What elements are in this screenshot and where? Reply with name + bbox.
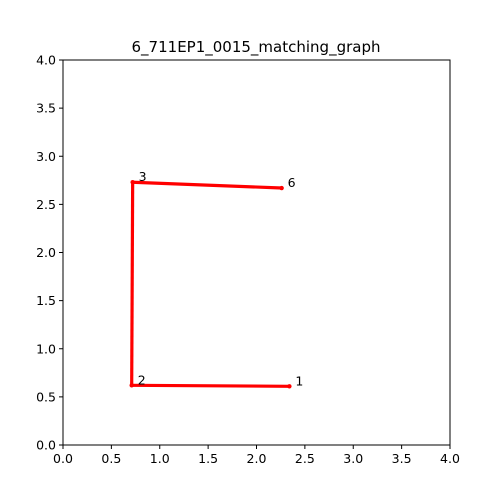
chart-title: 6_711EP1_0015_matching_graph: [132, 38, 381, 57]
graph-edge: [130, 182, 135, 386]
edge-layer: [130, 180, 290, 388]
graph-node-label: 1: [295, 373, 303, 388]
graph-node-point: [287, 384, 292, 389]
graph-node-point: [130, 180, 135, 185]
y-tick-label: 1.0: [36, 341, 56, 356]
y-tick-label: 2.0: [36, 245, 56, 260]
y-tick-label: 0.5: [36, 389, 56, 404]
x-tick-label: 0.5: [101, 451, 121, 466]
x-tick-label: 2.5: [295, 451, 315, 466]
y-tick-label: 4.0: [36, 53, 56, 68]
node-layer: 1 2 3 6: [129, 169, 303, 389]
x-tick-label: 1.5: [198, 451, 218, 466]
x-tick-label: 3.0: [343, 451, 363, 466]
graph-node-point: [129, 383, 134, 388]
x-tick-label: 1.0: [150, 451, 170, 466]
y-tick-label: 3.5: [36, 101, 56, 116]
y-tick-label: 3.0: [36, 149, 56, 164]
graph-edge: [132, 180, 282, 190]
x-axis: 0.0 0.5 1.0 1.5 2.0 2.5 3.0 3.5 4.0: [53, 445, 460, 466]
y-tick-label: 1.5: [36, 293, 56, 308]
graph-node-label: 3: [139, 169, 147, 184]
x-tick-label: 2.0: [247, 451, 267, 466]
graph-node-label: 2: [138, 372, 146, 387]
graph-edge: [131, 383, 290, 388]
x-tick-label: 4.0: [440, 451, 460, 466]
graph-node-label: 6: [288, 175, 296, 190]
y-axis: 0.0 0.5 1.0 1.5 2.0 2.5 3.0 3.5 4.0: [36, 53, 63, 453]
y-tick-label: 2.5: [36, 197, 56, 212]
y-tick-label: 0.0: [36, 438, 56, 453]
x-tick-label: 0.0: [53, 451, 73, 466]
graph-node-point: [279, 185, 284, 191]
x-tick-label: 3.5: [392, 451, 412, 466]
